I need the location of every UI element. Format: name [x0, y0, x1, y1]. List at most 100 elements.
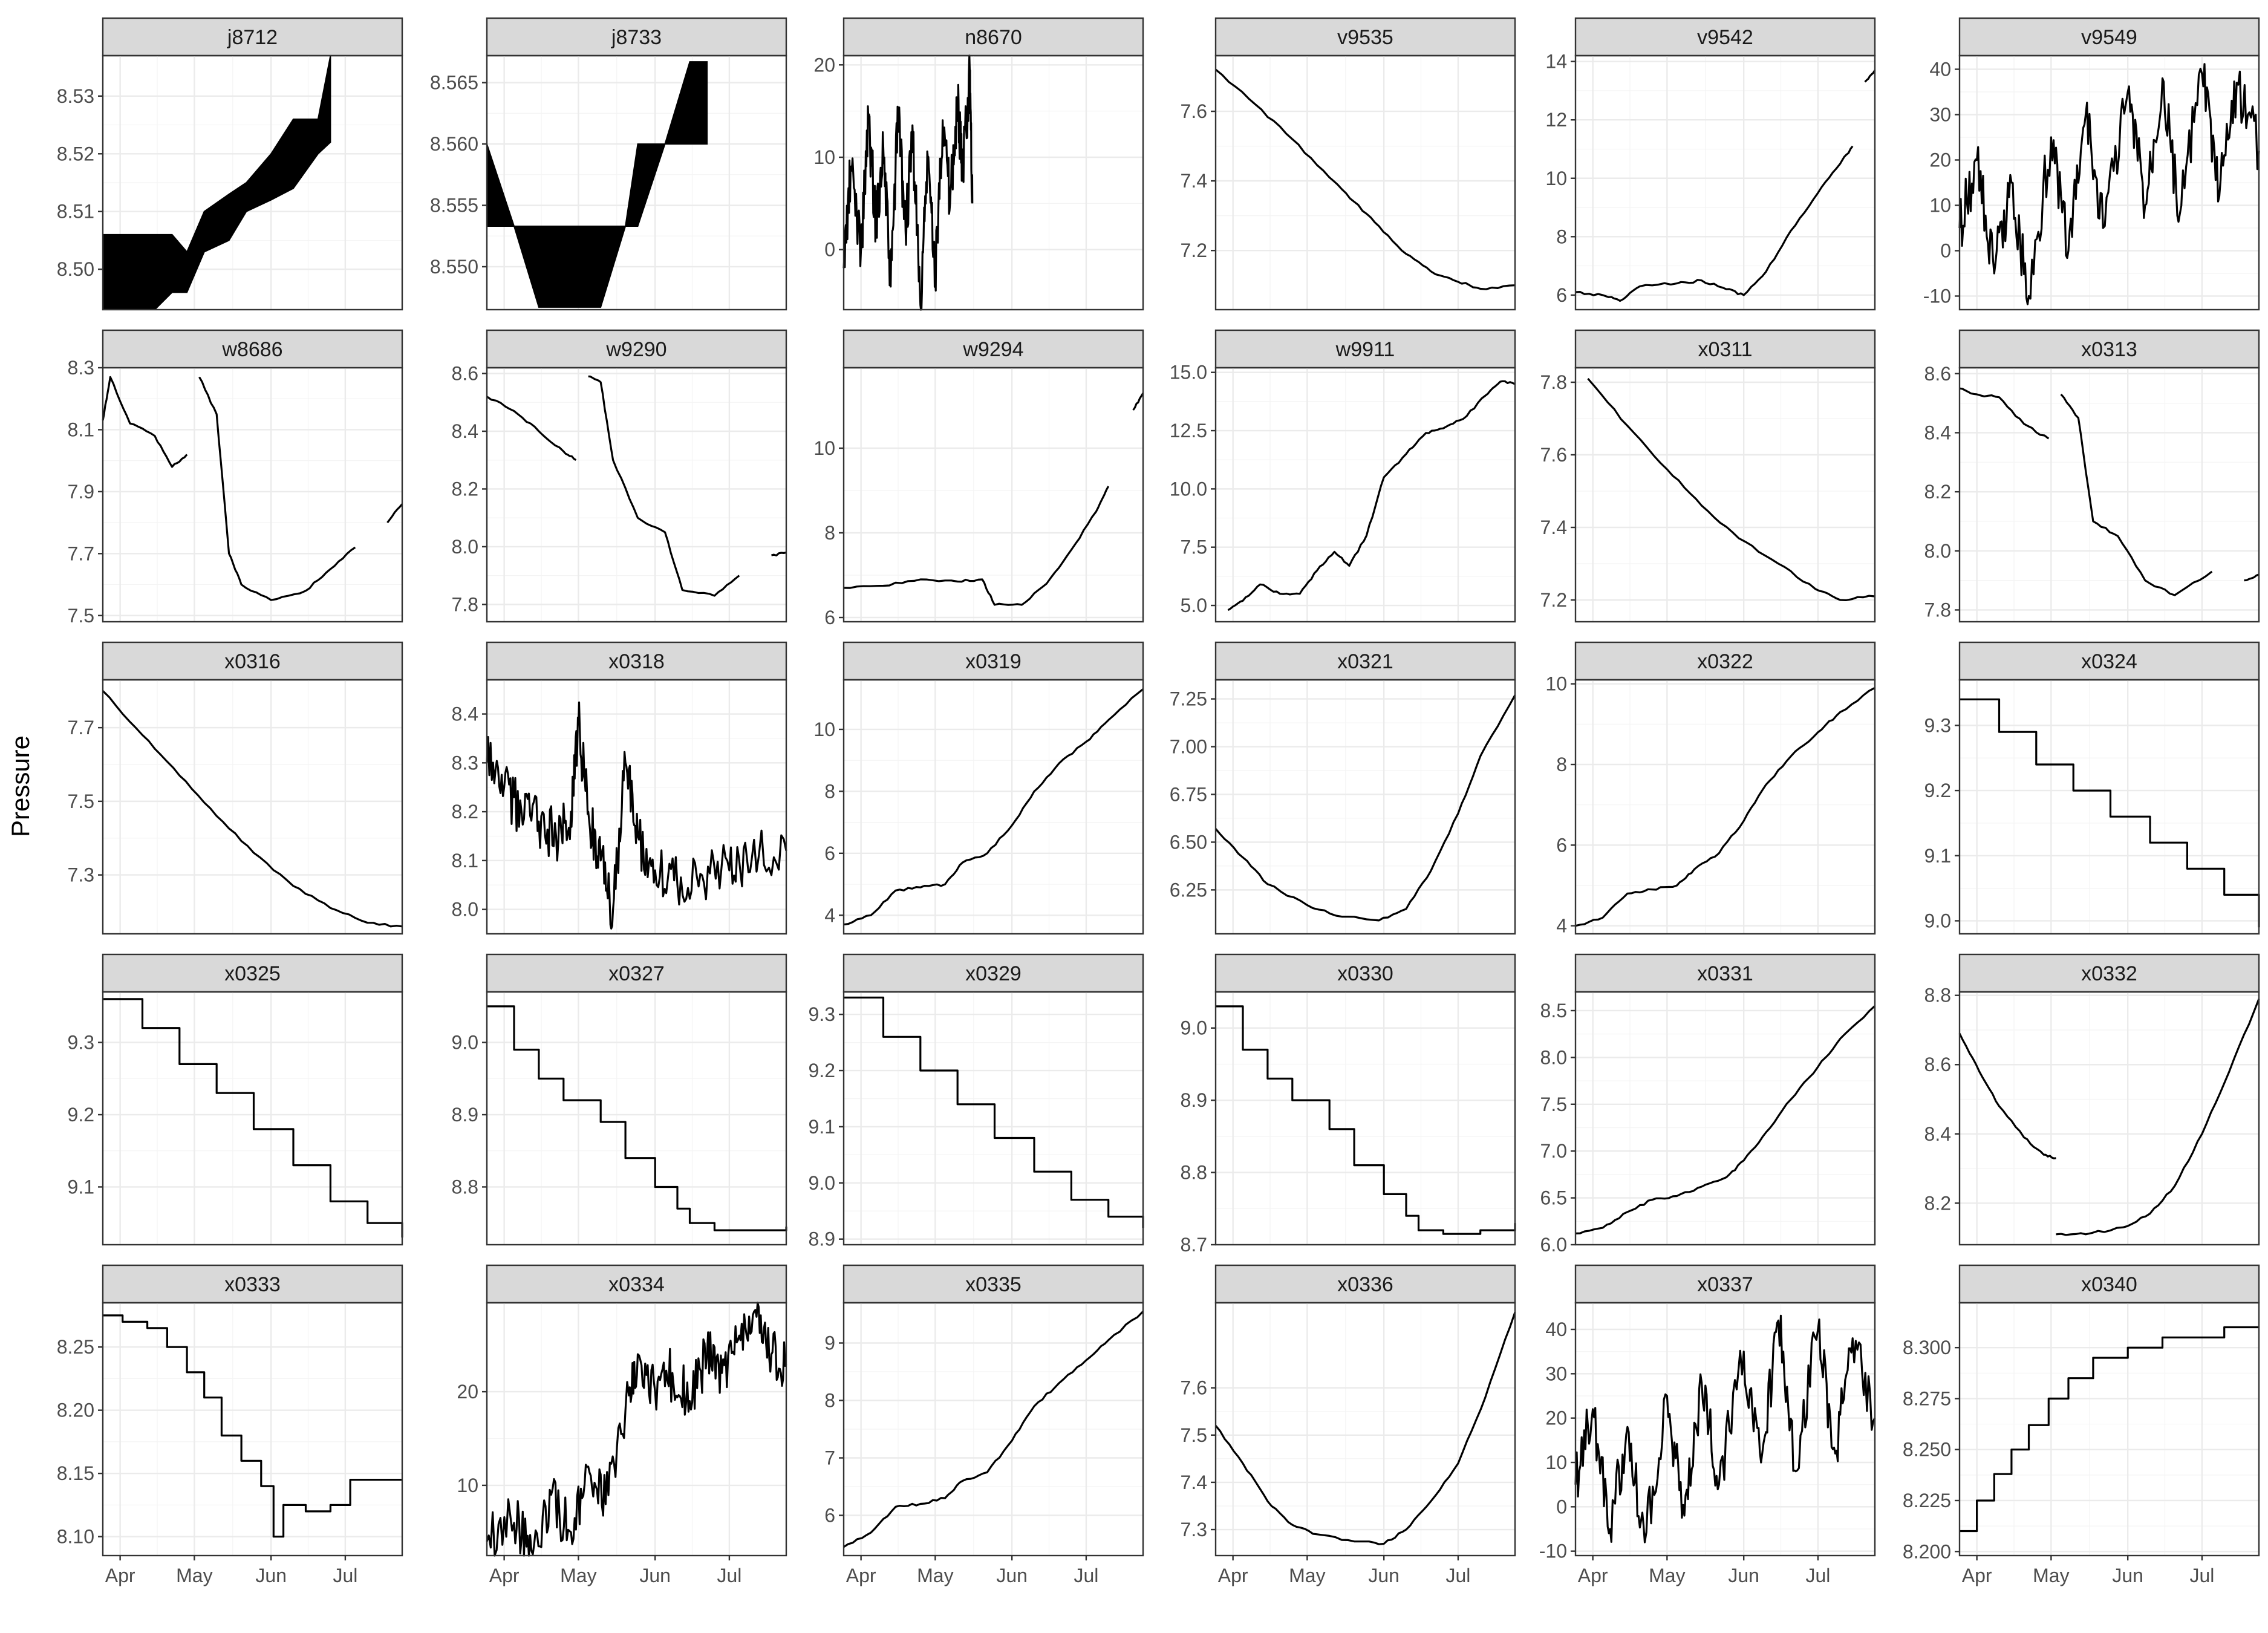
y-tick-label: 9.0 — [452, 1032, 478, 1054]
series-x0327 — [487, 1005, 787, 1231]
strip-x0324 — [1958, 641, 2260, 681]
panel-border — [1574, 1302, 1876, 1557]
panel-border — [1574, 679, 1876, 935]
series-v9542 — [1575, 70, 1876, 302]
y-tick-label: 7.5 — [1181, 536, 1207, 558]
strip-v9542 — [1574, 17, 1876, 57]
y-tick-label: 8.4 — [1924, 422, 1951, 443]
strip-label-j8712: j8712 — [227, 26, 278, 49]
y-tick-label: 8.0 — [452, 536, 478, 558]
series-v9549 — [1958, 63, 2260, 305]
series-x0319 — [843, 688, 1144, 926]
x-tick-label: May — [917, 1565, 953, 1586]
y-tick-label: 8.5 — [1540, 1000, 1567, 1022]
panel-x0325: x0325 9.1 9.2 9.3 — [68, 953, 403, 1246]
strip-w9911 — [1214, 329, 1516, 369]
panel-border — [1958, 679, 2260, 935]
panel-x0332: x0332 8.2 8.4 8.6 8.8 — [1924, 953, 2260, 1246]
panel-border — [842, 679, 1144, 935]
series-w9294 — [843, 393, 1144, 606]
x-tick-label: May — [2033, 1565, 2069, 1586]
y-tick-label: 7.5 — [68, 790, 94, 812]
strip-label-x0329: x0329 — [965, 962, 1022, 985]
y-tick-label: 8 — [824, 1390, 835, 1412]
series-x0311 — [1587, 377, 1875, 601]
y-tick-label: 8.1 — [68, 419, 94, 440]
strip-label-x0327: x0327 — [608, 962, 665, 985]
x-tick-label: Jul — [717, 1565, 741, 1586]
y-tick-label: 8.53 — [57, 85, 94, 107]
y-tick-label: 8.8 — [1181, 1162, 1207, 1184]
x-tick-label: Jun — [996, 1565, 1028, 1586]
y-tick-label: 8 — [1556, 226, 1567, 247]
series-x0332 — [1958, 998, 2260, 1236]
panel-w8686: w8686 7.5 7.7 7.9 8.1 8.3 — [68, 329, 403, 627]
panel-border — [102, 367, 403, 623]
panel-x0329: x0329 8.9 9.0 9.1 9.2 9.3 — [809, 953, 1144, 1250]
y-tick-label: 8.550 — [430, 256, 478, 278]
strip-x0333 — [102, 1264, 403, 1304]
y-tick-label: 8.2 — [452, 478, 478, 500]
y-tick-label: 10 — [1545, 673, 1567, 695]
panel-border — [1214, 54, 1516, 311]
x-tick-label: Jun — [1728, 1565, 1759, 1586]
y-tick-label: 40 — [1545, 1318, 1567, 1340]
y-tick-label: 6 — [824, 843, 835, 864]
y-tick-label: 7.9 — [68, 481, 94, 503]
strip-x0318 — [486, 641, 787, 681]
series-w9911 — [1227, 380, 1516, 611]
strip-label-x0336: x0336 — [1337, 1273, 1393, 1296]
panel-x0330: x0330 8.7 8.8 8.9 9.0 — [1181, 953, 1516, 1256]
panel-border — [1958, 991, 2260, 1246]
y-tick-label: 6 — [824, 1505, 835, 1527]
strip-label-x0318: x0318 — [608, 650, 665, 673]
panel-w9290: w9290 7.8 8.0 8.2 8.4 8.6 — [452, 329, 787, 623]
y-tick-label: 9.0 — [1924, 910, 1951, 931]
panel-x0318: x0318 8.0 8.1 8.2 8.3 8.4 — [452, 641, 787, 935]
y-tick-label: 10 — [813, 719, 835, 740]
y-tick-label: 7.8 — [1924, 599, 1951, 621]
y-tick-label: 8.0 — [452, 899, 478, 921]
y-tick-label: 0 — [1556, 1496, 1567, 1517]
panel-x0331: x0331 6.0 6.5 7.0 7.5 8.0 8.5 — [1540, 953, 1876, 1256]
panel-border — [1214, 991, 1516, 1246]
panel-x0327: x0327 8.8 8.9 9.0 — [452, 953, 787, 1246]
y-tick-label: 10.0 — [1170, 478, 1207, 500]
panel-border — [486, 679, 787, 935]
panel-x0336: x0336 7.3 7.4 7.5 7.6 Apr May Jun Jul — [1181, 1264, 1516, 1586]
x-tick-label: Jul — [333, 1565, 357, 1586]
panel-x0321: x0321 6.25 6.50 6.75 7.00 7.25 — [1170, 641, 1516, 935]
strip-x0325 — [102, 953, 403, 993]
y-tick-label: 14 — [1545, 51, 1567, 73]
y-tick-label: 6.25 — [1170, 879, 1207, 901]
series-x0329 — [844, 996, 1144, 1228]
strip-label-x0340: x0340 — [2081, 1273, 2137, 1296]
x-tick-label: May — [1649, 1565, 1685, 1586]
y-tick-label: 7.3 — [1181, 1519, 1207, 1540]
series-x0331 — [1575, 1005, 1876, 1234]
y-tick-label: 8.50 — [57, 258, 94, 280]
y-tick-label: 8.2 — [1924, 481, 1951, 503]
y-tick-label: 6 — [1556, 834, 1567, 856]
strip-j8733 — [486, 17, 787, 57]
series-w8686 — [102, 376, 403, 601]
y-tick-label: 8.4 — [452, 703, 478, 725]
strip-label-x0332: x0332 — [2081, 962, 2137, 985]
y-tick-label: 8 — [1556, 754, 1567, 775]
strip-label-w9294: w9294 — [962, 338, 1023, 361]
series-x0335 — [843, 1311, 1144, 1548]
strip-x0316 — [102, 641, 403, 681]
y-tick-label: 9.0 — [1181, 1017, 1207, 1039]
strip-label-x0335: x0335 — [965, 1273, 1022, 1296]
panel-v9535: v9535 7.2 7.4 7.6 — [1181, 17, 1516, 311]
panel-border — [486, 54, 787, 311]
x-tick-label: Jul — [1074, 1565, 1098, 1586]
panel-border — [486, 1302, 787, 1557]
y-tick-label: 10 — [1545, 1452, 1567, 1473]
x-tick-label: Apr — [105, 1565, 135, 1586]
y-tick-label: 10 — [1929, 195, 1951, 217]
strip-x0321 — [1214, 641, 1516, 681]
panel-x0316: x0316 7.3 7.5 7.7 — [68, 641, 403, 935]
strip-label-x0331: x0331 — [1697, 962, 1753, 985]
y-tick-label: 20 — [1929, 149, 1951, 171]
